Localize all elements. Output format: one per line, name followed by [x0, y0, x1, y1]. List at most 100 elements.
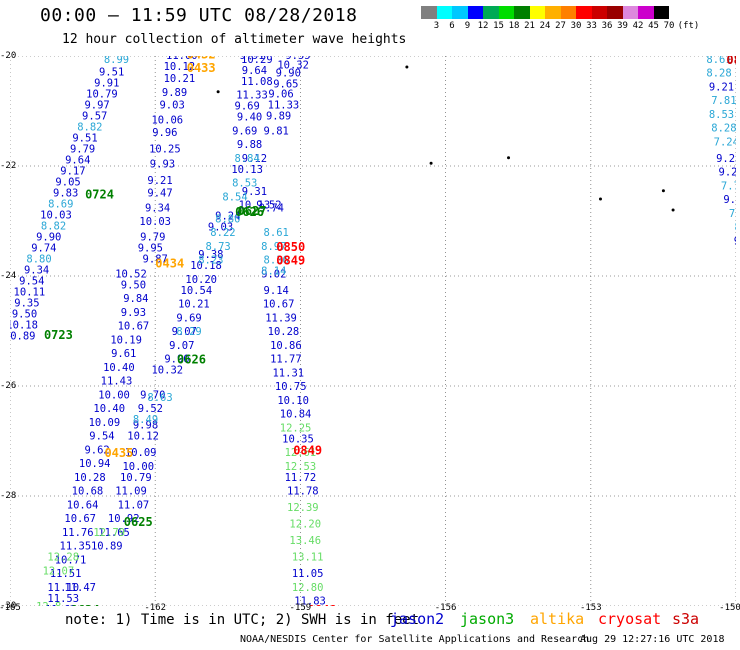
wave-height-value: 11.43 — [101, 376, 133, 388]
wave-height-value: 10.67 — [64, 513, 96, 525]
pass-time-label: 0850 — [276, 240, 305, 254]
wave-height-value: 10.86 — [270, 340, 302, 352]
wave-height-value: 13.46 — [289, 535, 321, 547]
wave-height-value: 8.54 — [222, 191, 247, 203]
wave-height-value: 13.11 — [292, 552, 324, 564]
wave-height-value: 10.18 — [190, 260, 222, 272]
wave-height-value: 9.93 — [121, 307, 146, 319]
wave-height-value: 10.71 — [55, 554, 87, 566]
wave-height-value: 8.80 — [26, 253, 51, 265]
wave-height-value: 10.32 — [277, 59, 309, 71]
color-scale-label: 70 — [663, 21, 675, 31]
wave-height-value: 10.28 — [268, 326, 300, 338]
wave-height-map: 8.99 9.51 9.91 10.79 9.97 9.57 8.82 9.51 9.79 9.6… — [10, 56, 736, 606]
pass-time-label: 0724 — [85, 188, 114, 202]
wave-height-value: 12.39 — [287, 502, 319, 514]
color-swatch — [638, 6, 654, 19]
latitude-tick-label: -22 — [0, 161, 17, 171]
wave-height-value: 11.00 — [166, 56, 198, 62]
wave-height-value: 9.52 — [138, 403, 163, 415]
pass-time-label: 0624 — [71, 603, 100, 606]
color-scale-label: 36 — [601, 21, 613, 31]
wave-height-value: 9.89 — [162, 87, 187, 99]
footer-timestamp: Aug 29 12:27:16 UTC 2018 — [580, 634, 725, 645]
wave-height-value: 12.20 — [289, 519, 321, 531]
wave-height-value: 11.07 — [118, 499, 150, 511]
wave-height-value: 8.49 — [133, 414, 158, 426]
wave-height-value: 9.98 — [133, 420, 158, 432]
wave-height-value: 11.31 — [272, 367, 304, 379]
wave-height-value: 11.53 — [47, 593, 79, 605]
pass-time-label: 0435 — [104, 446, 133, 460]
legend-note: note: 1) Time is in UTC; 2) SWH is in fe… — [65, 612, 420, 628]
wave-height-value: 9.55 — [285, 56, 310, 62]
wave-height-value: 9.69 — [232, 125, 257, 137]
wave-height-value: 9.95 — [138, 242, 163, 254]
wave-height-value: 10.03 — [40, 209, 72, 221]
wave-height-value: 11.10 — [47, 582, 79, 594]
pass-time-label: 0626 — [177, 353, 206, 367]
wave-height-value: 10.21 — [164, 73, 196, 85]
color-scale-label: 15 — [493, 21, 504, 31]
wave-height-value: 12.25 — [280, 422, 312, 434]
wave-height-value: 9.51 — [99, 66, 124, 78]
wave-height-value: 9.79 — [70, 143, 95, 155]
wave-height-value: 12.79 — [93, 527, 125, 539]
latitude-tick-label: -26 — [0, 381, 17, 391]
wave-height-value: 8.61 — [264, 227, 289, 239]
wave-height-value: 9.87 — [143, 253, 168, 265]
longitude-tick-label: -162 — [144, 603, 167, 613]
wave-height-value: 9.54 — [89, 431, 114, 443]
wave-height-value: 8. — [735, 222, 736, 234]
wave-height-value: 7.76 — [721, 180, 736, 192]
wave-height-value: 10.00 — [122, 461, 154, 473]
wave-height-value: 10.79 — [120, 472, 152, 484]
color-swatch — [545, 6, 561, 19]
color-swatch — [514, 6, 530, 19]
wave-height-value: 9.17 — [60, 165, 85, 177]
wave-height-value: 10.09 — [125, 447, 157, 459]
wave-height-value: 9.51 — [72, 132, 97, 144]
wave-height-value: 11.51 — [50, 568, 82, 580]
wave-height-value: 11.77 — [270, 354, 302, 366]
color-scale-bar — [421, 6, 669, 19]
longitude-tick-label: -156 — [434, 603, 457, 613]
color-scale-labels: 3 6 9 12 15 18 21 24 27 30 33 36 39 42 45 70 (ft) — [421, 21, 739, 33]
wave-height-value: 8.80 — [215, 213, 240, 225]
color-swatch — [467, 6, 483, 19]
latitude-tick-label: -28 — [0, 491, 17, 501]
wave-height-value: 10.09 — [89, 417, 121, 429]
color-swatch — [452, 6, 468, 19]
wave-height-value: 10.54 — [181, 285, 213, 297]
wave-height-value: 7.24 — [714, 136, 736, 148]
wave-height-value: 9.6 — [734, 235, 736, 247]
wave-height-value: 10.28 — [74, 472, 106, 484]
island-marker — [429, 161, 433, 165]
wave-height-value: 10.12 — [127, 431, 159, 443]
wave-height-value: 9.23 — [716, 153, 736, 165]
wave-height-value: 10.12 — [164, 61, 196, 73]
pass-time-label: 0723 — [44, 328, 73, 342]
color-scale-label: 21 — [524, 21, 535, 31]
footer-agency: NOAA/NESDIS Center for Satellite Applica… — [240, 634, 590, 645]
wave-height-value: 12.07 — [43, 565, 75, 577]
wave-height-value: 9.54 — [19, 275, 44, 287]
color-scale-label: 6 — [449, 21, 455, 31]
wave-height-value: 8.73 — [205, 241, 230, 253]
color-scale-label: 39 — [617, 21, 628, 31]
wave-height-value: 9.62 — [84, 444, 109, 456]
wave-height-value: 9.83 — [53, 187, 78, 199]
satellite-legend-altika: altika — [530, 610, 585, 628]
wave-height-value: 9.12 — [242, 153, 267, 165]
color-swatch — [529, 6, 545, 19]
wave-height-value: 9.93 — [150, 158, 175, 170]
wave-height-value: 9.52 — [256, 200, 281, 212]
color-swatch — [653, 6, 669, 19]
wave-height-value: 9.65 — [273, 79, 298, 91]
wave-height-value: 9.90 — [276, 68, 301, 80]
color-scale-label: 30 — [570, 21, 582, 31]
wave-height-value: 9.74 — [259, 202, 284, 214]
wave-height-value: 11.76 — [62, 527, 94, 539]
map-subtitle: 12 hour collection of altimeter wave hei… — [62, 32, 407, 47]
wave-height-value: 9.64 — [65, 154, 90, 166]
